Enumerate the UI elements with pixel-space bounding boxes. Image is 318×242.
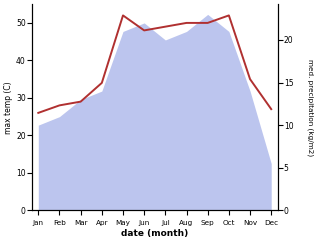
Y-axis label: max temp (C): max temp (C): [4, 81, 13, 134]
X-axis label: date (month): date (month): [121, 229, 188, 238]
Y-axis label: med. precipitation (kg/m2): med. precipitation (kg/m2): [307, 59, 314, 156]
